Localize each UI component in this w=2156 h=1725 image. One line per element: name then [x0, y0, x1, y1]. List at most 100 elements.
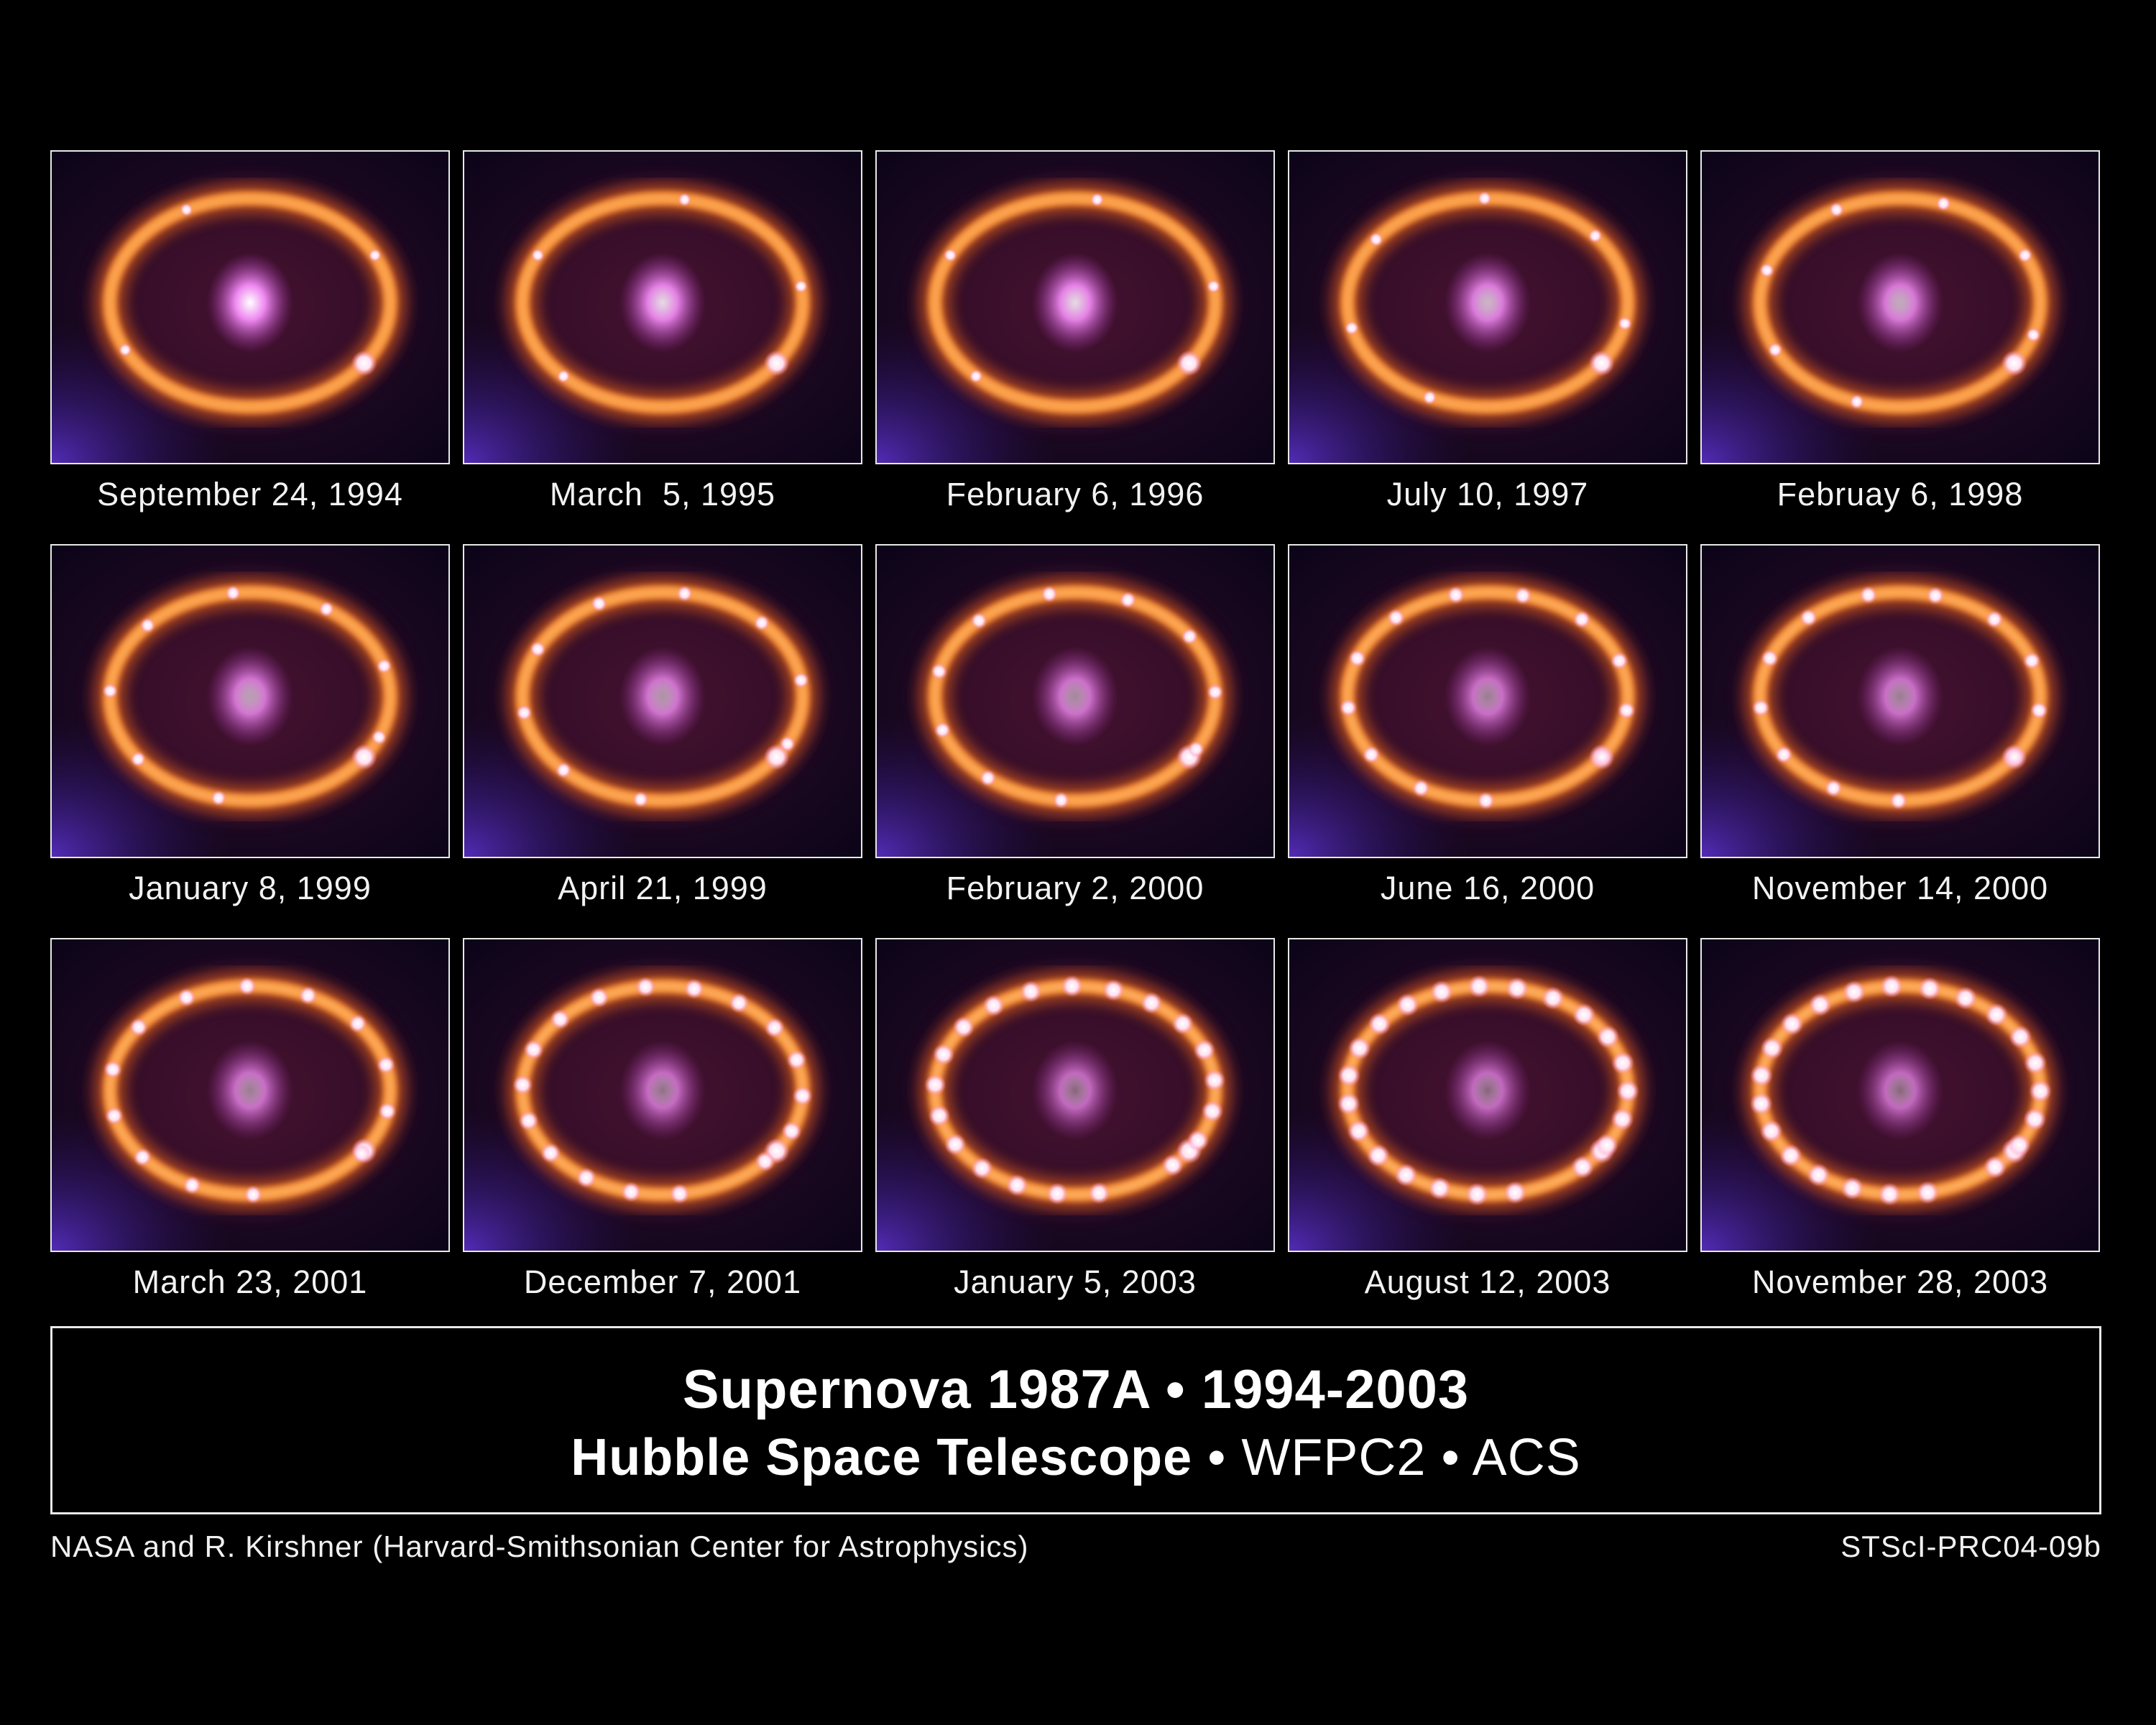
hotspot [1916, 1181, 1940, 1205]
hotspot [2005, 748, 2024, 766]
panel-date: March 5, 1995 [549, 476, 776, 512]
hotspot [1880, 975, 1904, 998]
hotspot [792, 1085, 813, 1106]
panel-date: January 5, 2003 [954, 1264, 1197, 1300]
hotspot [1181, 627, 1198, 645]
panel-14: August 12, 2003 [1288, 938, 1687, 1301]
hotspot [348, 1014, 367, 1033]
hotspot [1617, 701, 1636, 719]
hotspot [530, 640, 546, 658]
hotspot [211, 790, 226, 806]
panel-7: April 21, 1999 [463, 544, 862, 907]
hotspot [1368, 232, 1383, 247]
hotspot [102, 683, 119, 699]
panel-13: January 5, 2003 [875, 938, 1275, 1301]
hotspot [237, 977, 257, 995]
supernova-image [50, 938, 450, 1252]
hotspot-group [924, 975, 1226, 1205]
hotspot-group [1751, 586, 2048, 810]
hotspot-group [1344, 191, 1632, 405]
hotspot [1368, 1012, 1391, 1036]
hotspot [1616, 1080, 1639, 1103]
supernova-image [463, 544, 862, 858]
panel-date: Februay 6, 1998 [1777, 476, 2024, 512]
hotspot [352, 1144, 371, 1163]
supernova-image [875, 544, 1275, 858]
hotspot [1596, 1025, 1620, 1049]
hotspot [1572, 610, 1591, 629]
hotspot [130, 751, 146, 767]
hotspot [952, 1016, 975, 1039]
hotspot [928, 1105, 951, 1127]
hotspot [1088, 1182, 1110, 1205]
panel-date: July 10, 1997 [1386, 476, 1589, 512]
hotspot [1411, 779, 1430, 797]
hotspot [1780, 1012, 1804, 1036]
supernova-image [1288, 938, 1687, 1252]
hotspot [1447, 586, 1465, 604]
hotspot [1759, 262, 1774, 278]
title-line-2-telescope: Hubble Space Telescope [571, 1429, 1193, 1486]
credit-text: NASA and R. Kirshner (Harvard-Smithsonia… [50, 1530, 1029, 1563]
hotspot [1387, 608, 1405, 627]
hotspot [632, 791, 649, 808]
hotspot [924, 1074, 946, 1096]
hotspot [183, 1176, 202, 1195]
supernova-image [875, 938, 1275, 1252]
hotspot-group [530, 193, 808, 383]
panel-date: April 21, 1999 [558, 870, 768, 906]
panel-1: September 24, 1994 [50, 150, 450, 513]
supernova-image [463, 150, 862, 464]
hotspot [1337, 1092, 1360, 1116]
panel-10: November 14, 2000 [1700, 544, 2100, 907]
hotspot [1759, 1119, 1783, 1143]
hotspot [2009, 1025, 2032, 1049]
panel-9: June 16, 2000 [1288, 544, 1687, 907]
hotspot [591, 595, 607, 612]
hotspot [1618, 316, 1632, 331]
hotspot [530, 248, 545, 262]
supernova-image [1700, 150, 2100, 464]
supernova-image [50, 150, 450, 464]
panel-8: February 2, 2000 [875, 544, 1275, 907]
hotspot [1595, 1133, 1618, 1157]
hotspot [1824, 779, 1843, 797]
hotspot [2022, 651, 2041, 670]
hotspot [1337, 1064, 1360, 1087]
hotspot [1760, 1036, 1784, 1060]
panel-date: February 2, 2000 [946, 870, 1204, 906]
hotspot [376, 658, 392, 674]
hotspot [2026, 327, 2041, 343]
hotspot [1207, 279, 1221, 293]
hotspot-group [943, 193, 1221, 384]
hotspot [2029, 1080, 2052, 1103]
panel-3: February 6, 1996 [875, 150, 1275, 513]
hotspot [351, 744, 377, 770]
hotspot [1468, 975, 1491, 998]
hotspot [1588, 350, 1615, 377]
hotspot [589, 987, 609, 1008]
hotspot [944, 1133, 967, 1156]
hotspot [119, 343, 132, 356]
hotspot [779, 735, 796, 753]
supernova-image [1700, 544, 2100, 858]
hotspot [1749, 1092, 1773, 1116]
hotspot [1985, 610, 2004, 629]
hotspot [1610, 651, 1628, 670]
hotspot [1542, 986, 1565, 1010]
hotspot [932, 1043, 955, 1066]
hotspot [1348, 1036, 1371, 1060]
hotspot-group [1339, 586, 1636, 810]
hotspot [1020, 980, 1042, 1003]
hotspot [540, 1143, 561, 1164]
hotspot [378, 1102, 397, 1121]
hotspot [794, 280, 808, 293]
hotspot-group [1749, 975, 2052, 1206]
hotspot [1918, 977, 1942, 1000]
hotspot [2001, 350, 2027, 377]
hotspot-group [103, 977, 397, 1204]
hotspot [244, 1185, 263, 1204]
panel-date: June 16, 2000 [1380, 870, 1595, 906]
hotspot [1339, 699, 1358, 717]
hotspot [1348, 649, 1366, 668]
